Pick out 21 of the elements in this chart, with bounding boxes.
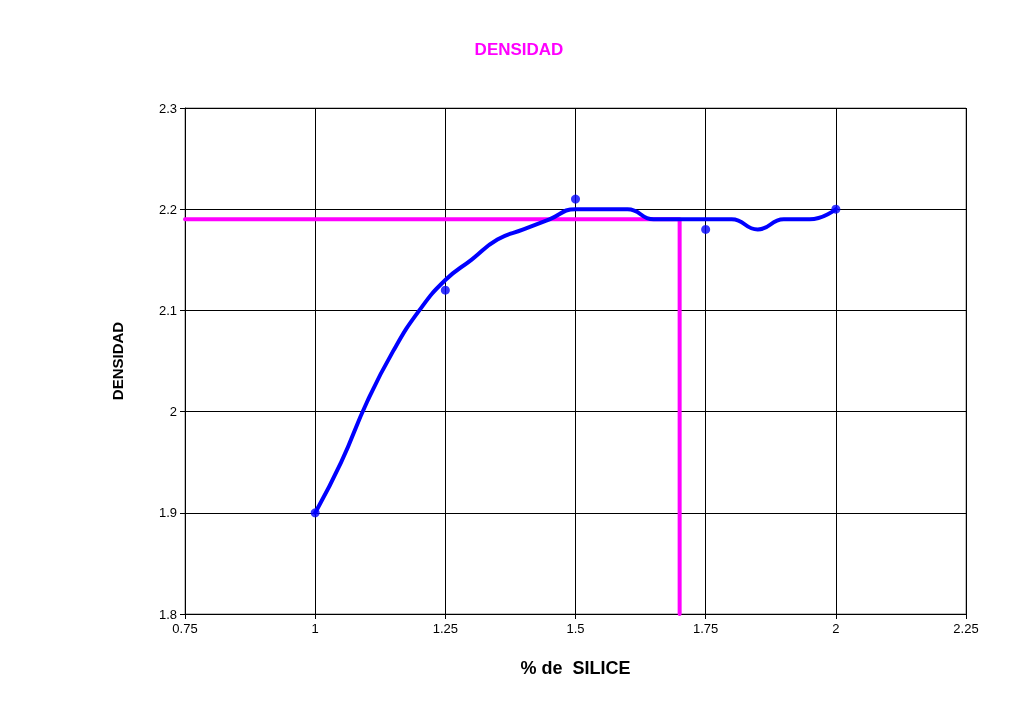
x-tick-label: 1	[311, 621, 319, 636]
x-tick-label: 1.25	[432, 621, 458, 636]
x-tick-label: 1.75	[693, 621, 719, 636]
point	[701, 224, 711, 234]
x-tick-label: 0.75	[172, 621, 198, 636]
x-axis-title: % de SILICE	[520, 658, 631, 678]
x-tick-label: 1.5	[566, 621, 585, 636]
y-tick-label: 1.9	[158, 505, 177, 521]
y-tick-label: 2.2	[158, 201, 177, 217]
y-axis-title: DENSIDAD	[109, 321, 126, 401]
chart-title: DENSIDAD	[474, 40, 564, 59]
y-tick-label: 2.3	[158, 100, 177, 116]
point	[571, 194, 580, 204]
point	[831, 204, 841, 214]
y-tick-label: 1.8	[158, 606, 177, 622]
point	[310, 508, 320, 518]
x-tick-label: 2.25	[953, 621, 979, 636]
y-tick-label: 2	[169, 404, 177, 420]
x-tick-label: 2	[832, 621, 840, 636]
y-tick-label: 2.1	[158, 302, 177, 318]
point	[440, 285, 450, 295]
